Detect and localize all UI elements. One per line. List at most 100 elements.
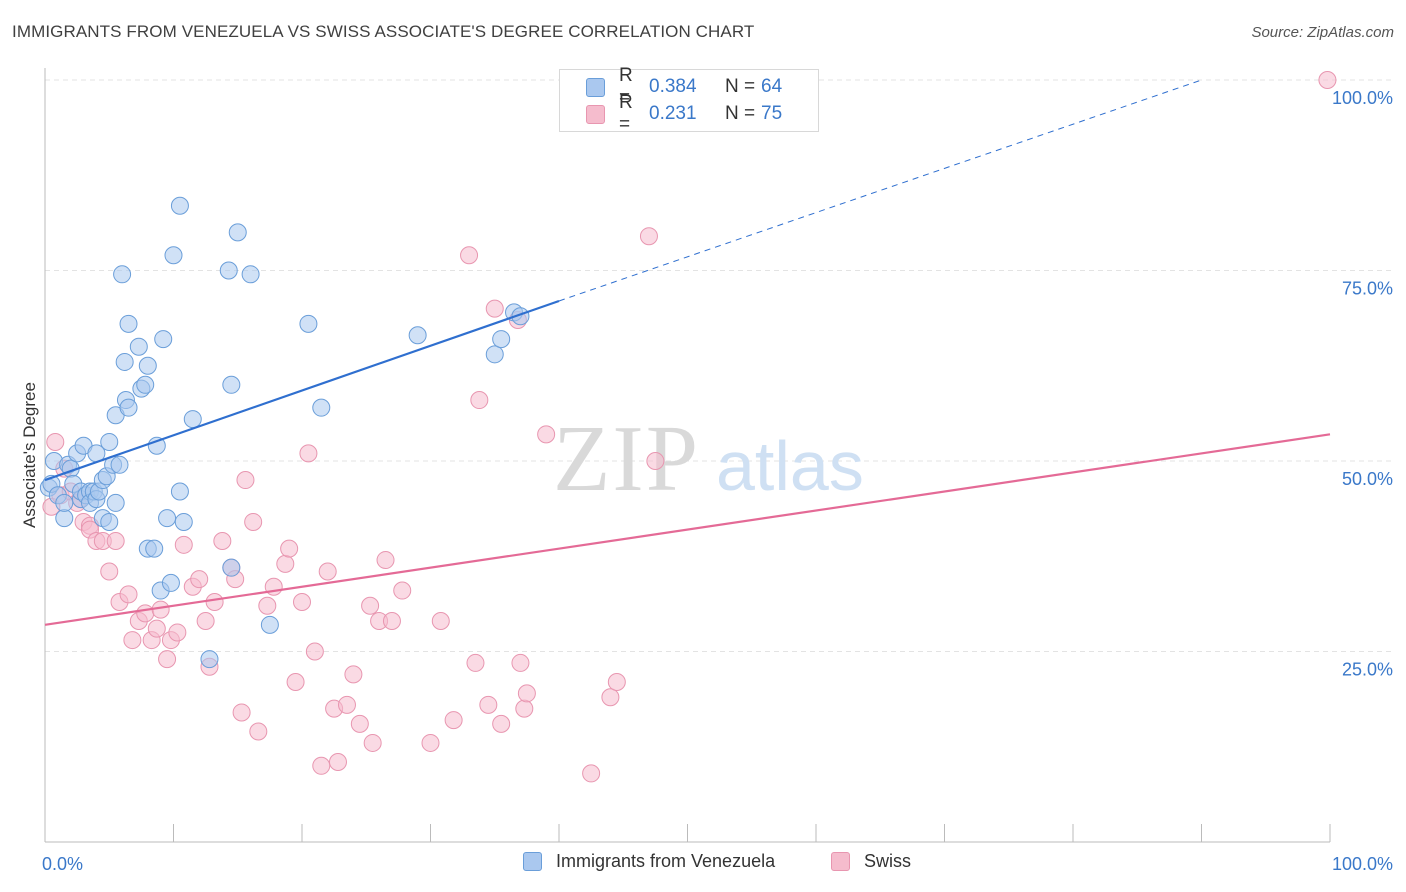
venezuela-point <box>219 261 238 280</box>
swiss-point <box>479 695 498 714</box>
n-value: 75 <box>761 103 783 124</box>
swiss-point <box>190 570 209 589</box>
swiss-point <box>258 596 277 615</box>
swiss-point <box>123 631 142 650</box>
swiss-point <box>350 714 369 733</box>
venezuela-point <box>485 345 504 364</box>
venezuela-point <box>492 330 511 349</box>
swiss-point <box>293 592 311 611</box>
swiss-point <box>460 246 479 265</box>
legend-item-venezuela: Immigrants from Venezuela <box>523 851 775 872</box>
series-legend: Immigrants from Venezuela Swiss <box>0 851 1406 877</box>
legend-label-swiss: Swiss <box>864 851 912 871</box>
swiss-point <box>363 733 382 752</box>
swiss-point <box>276 554 295 573</box>
swiss-point <box>213 532 232 551</box>
swiss-point <box>431 612 450 631</box>
chart-title: IMMIGRANTS FROM VENEZUELA VS SWISS ASSOC… <box>12 22 755 41</box>
swiss-point <box>196 612 215 631</box>
swiss-point <box>361 596 380 615</box>
swiss-point <box>601 688 620 707</box>
venezuela-point <box>145 539 164 558</box>
venezuela-point <box>136 375 155 394</box>
venezuela-point <box>115 352 134 371</box>
trend-lines <box>44 79 1331 626</box>
n-value: 64 <box>761 76 783 97</box>
swiss-point <box>232 703 251 722</box>
venezuela-point <box>164 246 183 265</box>
correlation-legend: R = 0.384 N = 64 R = 0.231 N = 75 <box>559 65 819 135</box>
swiss-point <box>147 619 166 638</box>
r-label: R = <box>619 65 633 108</box>
swiss-point <box>158 650 177 669</box>
venezuela-point <box>119 314 138 333</box>
axes <box>44 68 1331 843</box>
venezuela-point <box>170 196 189 215</box>
swiss-point <box>376 551 395 570</box>
swiss-trend-line <box>44 433 1331 626</box>
venezuela-point <box>154 330 173 349</box>
venezuela-point <box>299 314 318 333</box>
venezuela-point <box>241 265 260 284</box>
legend-row-venezuela: R = 0.384 N = 64 <box>586 65 783 108</box>
y-tick-label: 75.0% <box>1342 279 1393 299</box>
y-tick-label: 50.0% <box>1342 469 1393 489</box>
swiss-point <box>244 512 263 531</box>
swiss-point <box>337 695 356 714</box>
venezuela-point <box>100 512 119 531</box>
n-label: N = <box>725 76 756 97</box>
swiss-point <box>470 391 489 410</box>
swiss-point <box>607 672 626 691</box>
venezuela-point <box>55 493 74 512</box>
y-tick-label: 25.0% <box>1342 660 1393 680</box>
swiss-point <box>344 665 363 684</box>
x-tick-label: 100.0% <box>1332 854 1393 874</box>
swiss-point <box>249 722 268 741</box>
venezuela-point <box>222 375 241 394</box>
legend-row-swiss: R = 0.231 N = 75 <box>586 92 783 135</box>
legend-swatch-swiss <box>586 104 605 124</box>
swiss-point <box>492 714 511 733</box>
swiss-point <box>119 585 138 604</box>
swiss-point <box>100 562 119 581</box>
venezuela-point <box>174 512 193 531</box>
venezuela-point <box>312 398 331 417</box>
swiss-point <box>485 299 504 318</box>
n-label: N = <box>725 103 756 124</box>
swiss-point <box>136 604 155 623</box>
swiss-point <box>305 642 324 661</box>
legend-label-venezuela: Immigrants from Venezuela <box>556 851 776 871</box>
swiss-point <box>511 653 530 672</box>
venezuela-point <box>222 558 241 577</box>
watermark-zip: ZIP <box>553 407 700 511</box>
venezuela-points <box>39 196 530 669</box>
chart-source: Source: ZipAtlas.com <box>1251 24 1394 41</box>
swiss-point <box>639 227 658 246</box>
x-tick-label: 0.0% <box>42 854 83 874</box>
swiss-point <box>515 699 534 718</box>
venezuela-point <box>183 410 202 429</box>
grid-lines <box>45 79 1395 652</box>
swiss-point <box>174 535 193 554</box>
watermark-atlas: atlas <box>716 427 864 505</box>
swiss-point <box>299 444 318 463</box>
swiss-point <box>517 684 536 703</box>
y-tick-label: 100.0% <box>1332 88 1393 108</box>
swiss-point <box>318 562 337 581</box>
venezuela-point <box>55 509 74 528</box>
venezuela-point <box>119 398 138 417</box>
swiss-point <box>236 471 255 490</box>
venezuela-point <box>138 356 157 375</box>
venezuela-trend-extension <box>558 79 1202 302</box>
swiss-point <box>646 452 665 470</box>
axis-labels: 25.0% 50.0% 75.0% 100.0% 0.0% 100.0% Associate… <box>20 88 1393 874</box>
swiss-point <box>1318 71 1337 89</box>
swiss-point <box>286 672 305 691</box>
legend-swatch-venezuela <box>523 852 542 871</box>
swiss-point <box>582 764 601 783</box>
swiss-point <box>393 581 412 600</box>
venezuela-point <box>228 223 247 242</box>
swiss-point <box>444 711 463 730</box>
venezuela-point <box>260 615 279 634</box>
